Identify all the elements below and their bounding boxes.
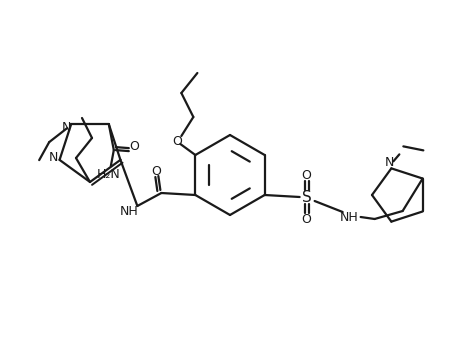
Text: O: O: [129, 140, 139, 153]
Text: NH: NH: [120, 204, 139, 217]
Text: O: O: [302, 168, 311, 181]
Text: N: N: [385, 156, 394, 169]
Text: NH: NH: [339, 211, 358, 224]
Text: S: S: [302, 189, 311, 204]
Text: O: O: [151, 165, 161, 177]
Text: N: N: [62, 121, 71, 134]
Text: N: N: [49, 152, 58, 165]
Text: O: O: [302, 212, 311, 225]
Text: O: O: [173, 135, 182, 148]
Text: H₂N: H₂N: [97, 168, 121, 181]
